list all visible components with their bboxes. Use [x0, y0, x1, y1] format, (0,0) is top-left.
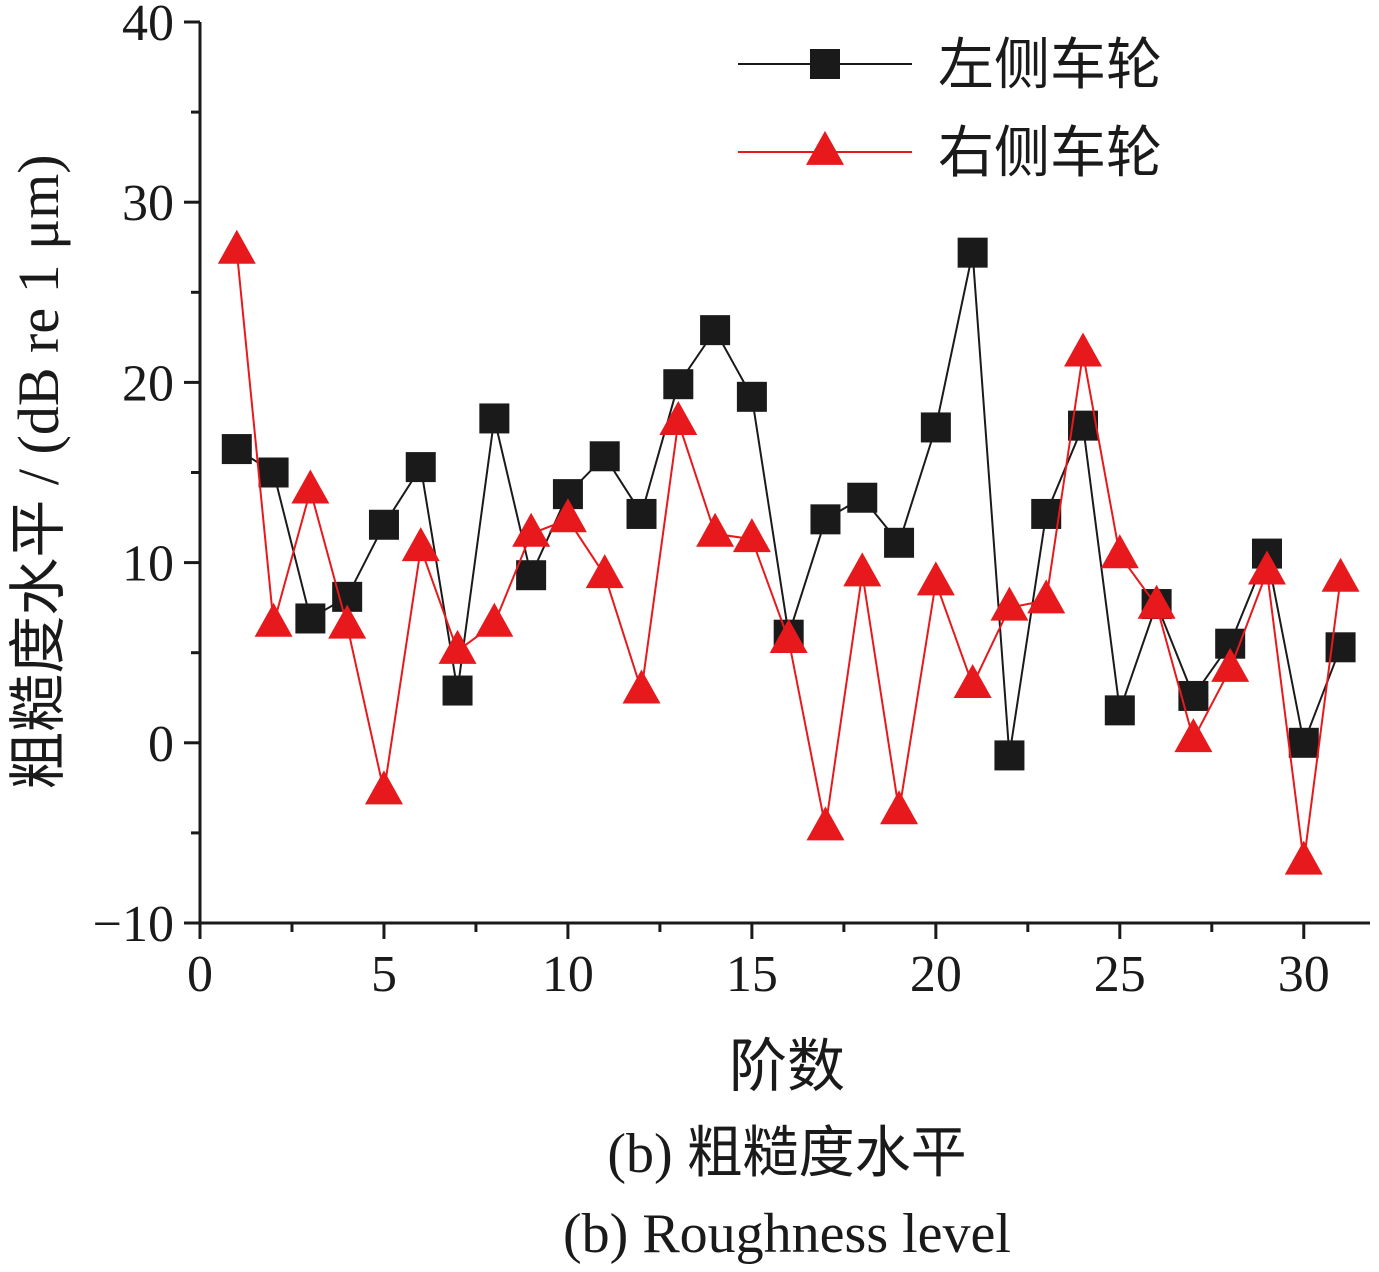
data-point	[1211, 647, 1250, 682]
data-point	[696, 512, 735, 547]
legend-label: 右侧车轮	[938, 123, 1162, 185]
data-point	[1064, 332, 1103, 367]
data-point	[1104, 695, 1135, 726]
legend-marker	[810, 49, 840, 79]
data-point	[1174, 718, 1213, 753]
data-point	[622, 669, 661, 704]
data-point	[442, 675, 473, 706]
legend-item: 左侧车轮	[738, 35, 1162, 97]
data-point	[916, 561, 955, 596]
data-point	[663, 369, 694, 400]
data-point	[920, 412, 951, 443]
y-axis-title: 粗糙度水平 / (dB re 1 μm)	[6, 154, 71, 789]
data-point	[1284, 840, 1323, 875]
data-point	[626, 498, 657, 529]
x-tick-label: 10	[542, 946, 594, 1003]
y-tick-label: 0	[148, 716, 174, 773]
series-line	[236, 252, 1342, 756]
data-point	[401, 527, 440, 562]
data-point	[957, 237, 988, 268]
x-tick-label: 20	[910, 946, 962, 1003]
data-point	[516, 560, 547, 591]
x-tick-label: 25	[1094, 946, 1146, 1003]
y-tick-label: −10	[93, 896, 174, 953]
data-point	[1288, 727, 1319, 758]
x-tick-label: 5	[371, 946, 397, 1003]
data-point	[1031, 498, 1062, 529]
data-point	[548, 498, 587, 533]
series-line	[235, 250, 1342, 862]
x-tick-label: 15	[726, 946, 778, 1003]
data-point	[295, 603, 326, 634]
data-point	[475, 602, 514, 637]
data-point	[659, 400, 698, 435]
legend-item: 右侧车轮	[738, 123, 1162, 185]
data-point	[1100, 534, 1139, 569]
data-point	[405, 452, 436, 483]
y-tick-label: 40	[122, 0, 174, 52]
data-point	[479, 403, 510, 434]
data-point	[364, 770, 403, 805]
data-point	[368, 509, 399, 540]
data-point	[1027, 579, 1066, 614]
data-point	[847, 482, 878, 513]
data-point	[1137, 584, 1176, 619]
data-point	[1321, 557, 1360, 592]
y-tick-label: 20	[122, 355, 174, 412]
series-layer	[217, 229, 1360, 875]
series-right-wheel	[217, 229, 1360, 875]
caption-english: (b) Roughness level	[563, 1203, 1011, 1265]
data-point	[994, 740, 1025, 771]
data-point	[843, 552, 882, 587]
data-point	[254, 602, 293, 637]
y-tick-label: 10	[122, 536, 174, 593]
data-point	[990, 586, 1029, 621]
x-tick-label: 30	[1278, 946, 1330, 1003]
data-point	[736, 381, 767, 412]
data-point	[806, 806, 845, 841]
data-point	[1247, 550, 1286, 585]
data-point	[291, 469, 330, 504]
data-point	[1178, 680, 1209, 711]
data-point	[217, 229, 256, 264]
data-point	[589, 441, 620, 472]
legend-label: 左侧车轮	[938, 35, 1162, 97]
y-tick-label: 30	[122, 175, 174, 232]
data-point	[512, 512, 551, 547]
data-point	[732, 518, 771, 553]
data-point	[810, 504, 841, 535]
caption-chinese: (b) 粗糙度水平	[607, 1123, 966, 1185]
data-point	[700, 315, 731, 346]
data-point	[880, 790, 919, 825]
series-left-wheel	[221, 237, 1356, 771]
x-tick-label: 0	[187, 946, 213, 1003]
data-point	[221, 434, 252, 465]
data-point	[438, 629, 477, 664]
data-point	[258, 457, 289, 488]
data-point	[953, 664, 992, 699]
data-point	[328, 604, 367, 639]
x-axis-title: 阶数	[729, 1034, 845, 1099]
data-point	[769, 619, 808, 654]
data-point	[884, 527, 915, 558]
data-point	[585, 554, 624, 589]
legend-marker	[806, 130, 844, 165]
